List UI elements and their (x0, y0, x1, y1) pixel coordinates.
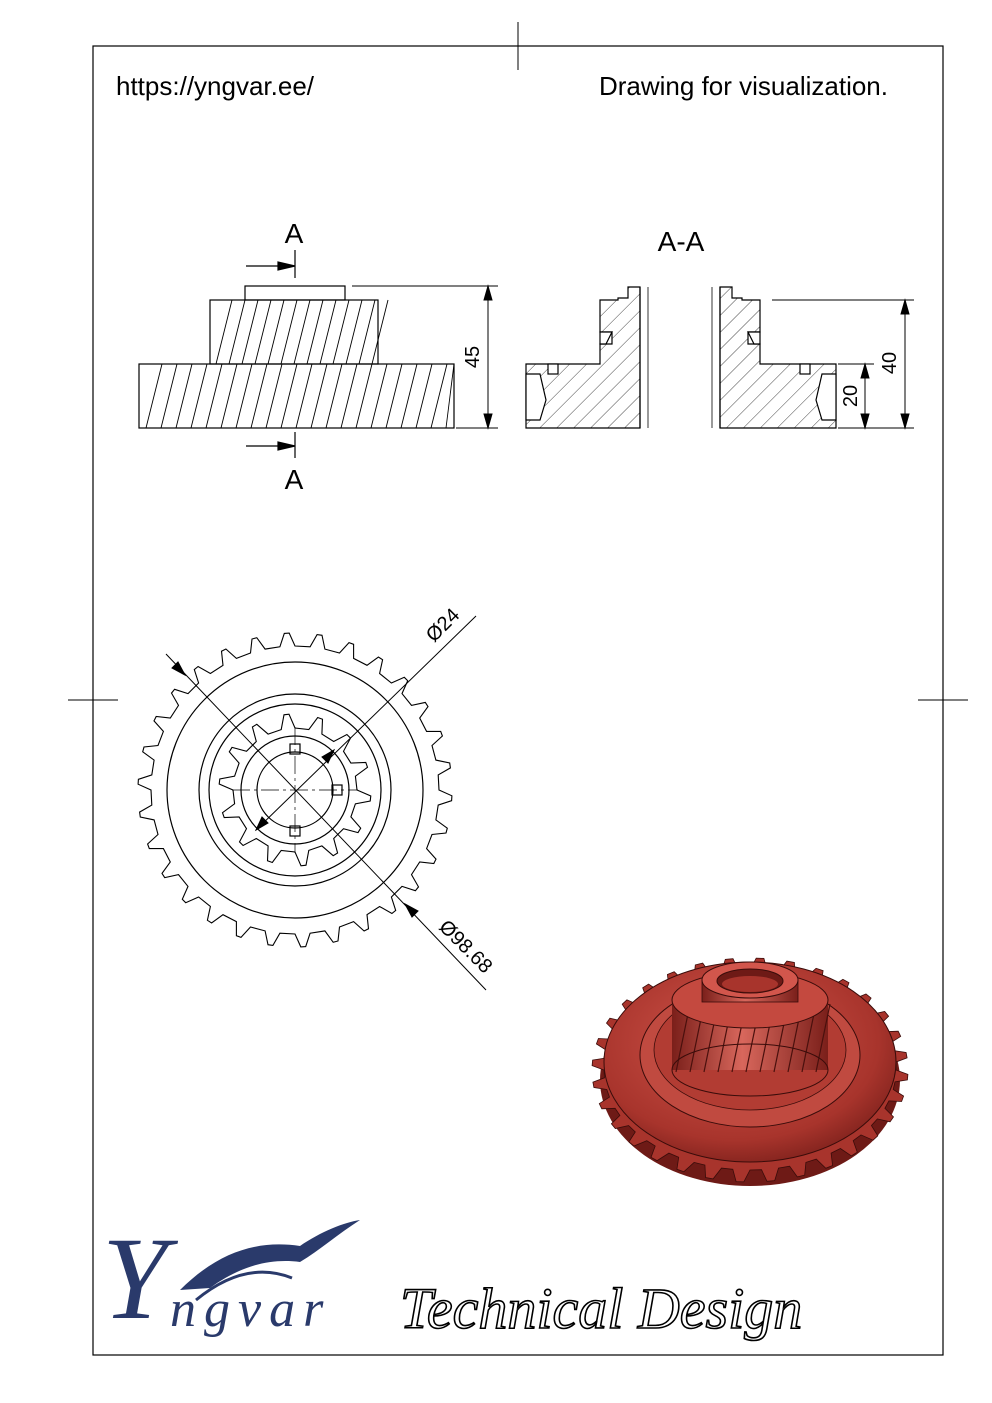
front-height-dimension (352, 284, 498, 430)
tagline: Technical Design (400, 1276, 802, 1341)
bore-dimension (254, 615, 477, 832)
header-note: Drawing for visualization. (599, 71, 888, 101)
gear-render (591, 957, 909, 1186)
bird-icon (180, 1220, 360, 1290)
front-view (138, 285, 455, 429)
section-mark-bottom-label: A (285, 464, 304, 495)
section-view (525, 286, 837, 429)
section-title: A-A (658, 226, 705, 257)
section-flange-value: 20 (840, 385, 862, 407)
logo-rest: ngvar (170, 1281, 331, 1338)
outer-dimension (165, 653, 487, 991)
top-view (137, 632, 453, 948)
yngvar-logo: Y ngvar (102, 1213, 360, 1344)
section-height-dimension (772, 298, 914, 430)
bore-diameter-value: Ø24 (422, 604, 464, 646)
logo-initial: Y (102, 1213, 179, 1344)
section-marks (246, 250, 296, 458)
section-flange-dimension (838, 362, 874, 430)
section-height-value: 40 (879, 352, 901, 374)
header-url[interactable]: https://yngvar.ee/ (116, 71, 315, 101)
section-mark-top-label: A (285, 218, 304, 249)
front-height-value: 45 (462, 346, 484, 368)
